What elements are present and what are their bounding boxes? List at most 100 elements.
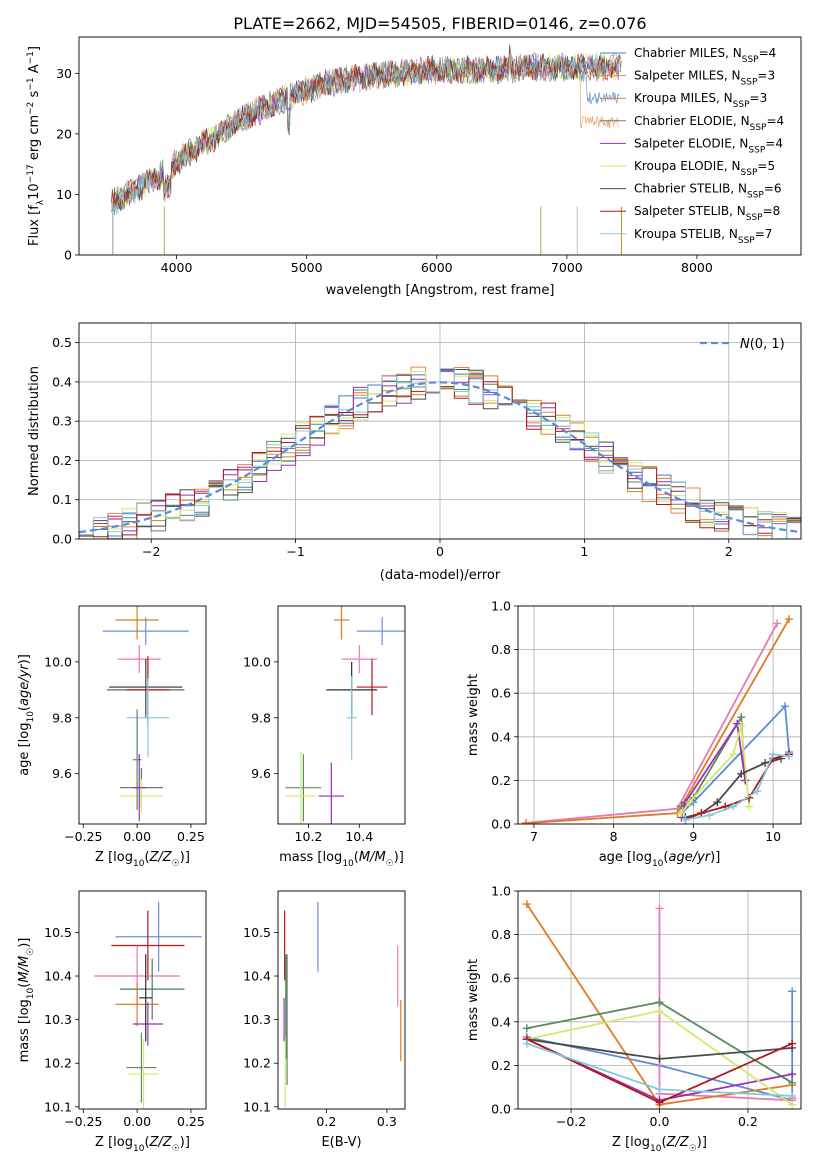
- weight-marker: [788, 1100, 797, 1109]
- label-part: (0, 1): [750, 337, 785, 352]
- y-axis-label: Normed distribution: [27, 366, 42, 496]
- weight-marker: [522, 1039, 531, 1048]
- y-tick-label: 0.6: [491, 686, 511, 701]
- axes-frame: [277, 605, 406, 825]
- label-part: A: [27, 64, 42, 77]
- label-part: 10: [26, 711, 36, 723]
- figure-title: PLATE=2662, MJD=54505, FIBERID=0146, z=0…: [233, 14, 646, 33]
- x-tick-label: −0.2: [556, 1114, 586, 1129]
- panel-spectrum: 4000 5000 6000 7000 8000 0 10 20 30 Chabrier MILE…: [26, 36, 802, 298]
- y-tick-label: 0.5: [52, 335, 72, 350]
- plot-area: [283, 901, 402, 1107]
- weight-marker: [655, 998, 664, 1007]
- label-part: )]: [17, 938, 32, 948]
- label-part: (: [17, 983, 32, 988]
- x-axis-label: wavelength [Angstrom, rest frame]: [326, 283, 555, 298]
- legend-label: Kroupa MILES, NSSP=3: [634, 91, 767, 110]
- weight-marker: [773, 619, 782, 628]
- y-tick-label: 10.0: [243, 654, 271, 669]
- label-part: SSP: [750, 123, 767, 133]
- label-part: )]: [17, 654, 32, 664]
- label-part: SSP: [738, 236, 755, 246]
- label-part: ]: [27, 46, 42, 51]
- label-part: λ: [36, 199, 46, 205]
- axes-frame: [517, 605, 802, 825]
- x-tick-label: 2: [725, 544, 733, 559]
- x-tick-label: 0.00: [123, 1114, 151, 1129]
- label-part: Salpeter MILES, N: [634, 69, 741, 83]
- panel-age_vs_mass: 10.2 10.4 9.6 9.8 10.0 mass [log10(M/M☉)]: [243, 605, 406, 869]
- label-part: 10: [26, 987, 36, 999]
- label-part: N: [740, 337, 750, 352]
- label-part: =6: [764, 182, 782, 196]
- panel-mass_vs_ebv: 0.2 0.3 10.1 10.2 10.3 10.4 10.5 E(B-V): [243, 890, 406, 1150]
- label-part: =5: [757, 159, 775, 173]
- label-part: )]: [180, 850, 190, 865]
- y-axis-label: age [log10(age/yr)]: [17, 654, 36, 776]
- weight-marker: [788, 987, 797, 996]
- label-part: Salpeter STELIB, N: [634, 204, 746, 218]
- label-part: 10: [650, 1144, 662, 1154]
- y-axis-label: mass weight: [466, 959, 481, 1041]
- x-tick-label: −1: [286, 544, 304, 559]
- weight-line: [680, 704, 790, 814]
- label-part: 10: [342, 859, 354, 869]
- weight-marker: [788, 1091, 797, 1100]
- x-tick-label: 0: [436, 544, 444, 559]
- label-part: SSP: [747, 191, 764, 201]
- label-part: M/M: [359, 850, 386, 865]
- weight-marker: [769, 750, 778, 759]
- axes-frame: [78, 36, 802, 256]
- weight-marker: [729, 750, 738, 759]
- histogram-step: [79, 368, 801, 539]
- x-tick-label: −2: [142, 544, 160, 559]
- weight-marker: [788, 1070, 797, 1079]
- y-tick-label: 1.0: [491, 599, 511, 614]
- x-tick-label: 0.2: [316, 1114, 336, 1129]
- label-part: Z/Z: [149, 850, 173, 865]
- label-part: 10: [133, 1144, 145, 1154]
- label-part: (: [663, 850, 668, 865]
- x-tick-label: 5000: [291, 260, 323, 275]
- label-part: =8: [763, 204, 781, 218]
- x-tick-label: 0.2: [738, 1114, 758, 1129]
- x-tick-label: 6000: [421, 260, 453, 275]
- weight-marker: [785, 615, 794, 624]
- x-tick-label: −0.25: [64, 829, 102, 844]
- y-axis-label: mass weight: [466, 674, 481, 756]
- label-part: −1: [26, 51, 36, 64]
- label-part: =7: [755, 227, 773, 241]
- y-tick-label: 0.2: [52, 453, 72, 468]
- y-tick-label: 30: [56, 66, 72, 81]
- label-part: mass [log: [17, 999, 32, 1062]
- x-tick-label: 0.0: [650, 1114, 670, 1129]
- x-tick-label: 10: [765, 829, 781, 844]
- label-part: =3: [750, 91, 768, 105]
- weight-marker: [785, 752, 794, 761]
- label-part: )]: [180, 1135, 190, 1150]
- weight-marker: [655, 904, 664, 913]
- x-axis-label: Z [log10(Z/Z☉)]: [95, 850, 190, 869]
- label-part: 10: [133, 859, 145, 869]
- y-tick-label: 0.4: [491, 729, 511, 744]
- axes-frame: [78, 890, 207, 1110]
- weight-marker: [788, 1078, 797, 1087]
- label-part: Kroupa MILES, N: [634, 91, 733, 105]
- y-axis-label: mass [log10(M/M☉)]: [17, 938, 36, 1063]
- label-part: Chabrier MILES, N: [634, 46, 742, 60]
- label-part: SSP: [742, 55, 759, 65]
- plot-area: [285, 606, 405, 824]
- spectrum-line: [111, 51, 622, 215]
- legend-label: Salpeter ELODIE, NSSP=4: [634, 136, 783, 155]
- label-part: =4: [766, 114, 784, 128]
- x-tick-label: 9: [689, 829, 697, 844]
- label-part: Chabrier STELIB, N: [634, 182, 747, 196]
- weight-marker: [522, 900, 531, 909]
- x-tick-label: 0.3: [377, 1114, 397, 1129]
- label-part: =4: [765, 136, 783, 150]
- label-part: M/M: [17, 956, 32, 983]
- plot-area: [94, 901, 202, 1109]
- y-tick-label: 0.2: [491, 773, 511, 788]
- x-tick-label: 7000: [551, 260, 583, 275]
